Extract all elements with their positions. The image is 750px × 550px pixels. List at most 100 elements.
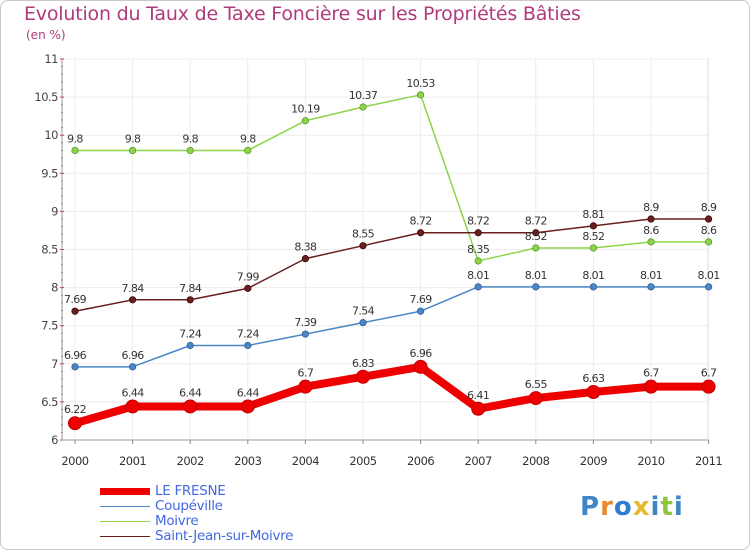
y-tick-label: 10.5 [34, 90, 58, 104]
y-tick-label: 6 [51, 433, 58, 447]
legend-swatch-moivre [100, 520, 150, 523]
legend-swatch-le-fresne [100, 488, 150, 495]
data-label: 7.99 [237, 270, 260, 283]
data-label: 8.9 [643, 201, 659, 214]
data-point [71, 146, 79, 155]
x-tick-label: 2002 [177, 454, 204, 468]
data-label: 6.44 [179, 386, 202, 399]
data-point [647, 215, 655, 223]
legend-label-moivre: Moivre [155, 513, 199, 529]
data-label: 10.53 [406, 77, 435, 90]
x-tick-label: 2001 [119, 454, 146, 468]
data-label: 6.96 [410, 347, 433, 360]
legend-item: Moivre [100, 514, 293, 529]
chart-title: Evolution du Taux de Taxe Foncière sur l… [24, 3, 581, 25]
legend-item: LE FRESNE [100, 484, 293, 499]
data-label: 8.72 [525, 215, 547, 228]
logo-letter: o [613, 492, 633, 522]
y-tick-label: 6.5 [41, 395, 58, 409]
data-label: 8.52 [582, 230, 604, 243]
data-label: 7.84 [122, 282, 145, 295]
data-label: 8.35 [467, 243, 490, 256]
data-point [589, 222, 598, 230]
data-point [474, 257, 482, 265]
y-tick-label: 8 [51, 281, 58, 295]
data-point [125, 399, 140, 414]
data-label: 10.19 [291, 103, 320, 116]
data-point [129, 363, 137, 371]
logo-letter: i [650, 492, 661, 522]
data-label: 8.01 [640, 269, 662, 282]
data-point [186, 341, 194, 350]
y-tick-label: 8.5 [41, 243, 58, 257]
data-label: 8.38 [294, 241, 317, 254]
legend: LE FRESNE Coupéville Moivre Saint-Jean-s… [100, 484, 293, 544]
data-point [647, 238, 655, 246]
data-label: 8.01 [525, 269, 547, 282]
logo-letter: t [660, 492, 674, 522]
logo-letter: i [673, 492, 684, 522]
logo-letter: x [632, 492, 651, 522]
data-point [240, 399, 255, 414]
chart-subtitle: (en %) [26, 28, 66, 42]
data-point [416, 307, 425, 315]
data-point [244, 284, 252, 292]
x-tick-label: 2003 [234, 454, 261, 468]
data-label: 7.24 [237, 328, 260, 341]
data-point [413, 359, 428, 374]
series-line [74, 286, 710, 368]
data-label: 6.7 [643, 367, 659, 380]
data-label: 6.63 [582, 372, 605, 385]
x-tick-label: 2010 [637, 454, 664, 468]
proxiti-logo: Proxiti [580, 492, 684, 522]
data-label: 7.69 [410, 293, 433, 306]
data-point [644, 379, 658, 394]
data-label: 10.37 [349, 89, 378, 102]
data-point [129, 296, 137, 304]
data-point [647, 283, 655, 291]
data-point [416, 229, 425, 237]
data-label: 8.6 [643, 224, 659, 237]
data-label: 8.72 [467, 215, 489, 228]
data-label: 8.01 [698, 269, 720, 282]
data-point [589, 283, 598, 291]
data-point [528, 391, 543, 406]
legend-label-saint-jean: Saint-Jean-sur-Moivre [155, 528, 294, 544]
data-label: 6.41 [467, 389, 489, 402]
data-point [298, 379, 313, 394]
data-label: 8.55 [352, 228, 375, 241]
data-point [183, 399, 198, 414]
data-point [704, 238, 713, 246]
legend-swatch-saint-jean [100, 535, 150, 538]
data-label: 9.8 [67, 132, 83, 145]
data-label: 9.8 [182, 132, 198, 145]
legend-swatch-coupeville [100, 505, 150, 508]
legend-label-coupeville: Coupéville [155, 498, 223, 514]
y-tick-label: 7.5 [41, 319, 58, 333]
data-label: 7.54 [352, 305, 375, 318]
data-label: 7.84 [179, 282, 202, 295]
legend-item: Saint-Jean-sur-Moivre [100, 529, 293, 544]
x-tick-label: 2004 [292, 454, 319, 468]
data-label: 8.01 [467, 269, 489, 282]
data-point [301, 330, 309, 338]
data-point [589, 244, 598, 252]
y-tick-label: 9 [51, 204, 58, 218]
series-line [74, 218, 710, 312]
data-label: 6.44 [237, 386, 260, 399]
data-point [532, 229, 540, 237]
legend-label-le-fresne: LE FRESNE [155, 483, 226, 499]
data-point [532, 244, 540, 252]
x-tick-label: 2009 [580, 454, 607, 468]
data-label: 6.7 [701, 367, 717, 380]
data-label: 7.39 [294, 316, 317, 329]
y-tick-label: 10 [44, 128, 58, 142]
data-label: 8.6 [701, 224, 717, 237]
data-point [186, 296, 194, 304]
data-label: 6.44 [122, 386, 145, 399]
data-label: 7.69 [64, 293, 87, 306]
x-tick-label: 2007 [465, 454, 492, 468]
data-point [586, 384, 601, 399]
data-point [244, 146, 252, 155]
